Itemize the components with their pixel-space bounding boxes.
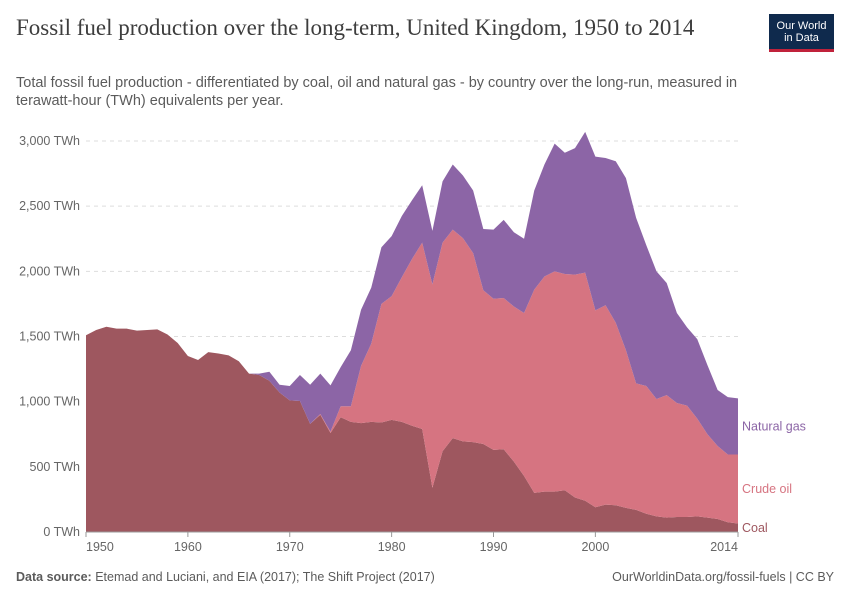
x-tick-label: 1960: [174, 540, 202, 554]
y-tick-label: 1,000 TWh: [19, 395, 80, 409]
footer-link[interactable]: OurWorldinData.org/fossil-fuels | CC BY: [612, 570, 834, 584]
y-tick-label: 500 TWh: [30, 460, 81, 474]
x-tick-label: 1970: [276, 540, 304, 554]
logo-line-1: Our World: [776, 19, 827, 32]
footer-source: Data source: Etemad and Luciani, and EIA…: [16, 570, 435, 584]
y-tick-label: 0 TWh: [43, 525, 80, 539]
source-label: Data source:: [16, 570, 92, 584]
y-tick-label: 2,000 TWh: [19, 264, 80, 278]
y-tick-label: 2,500 TWh: [19, 199, 80, 213]
y-tick-label: 1,500 TWh: [19, 330, 80, 344]
series-label-crude-oil: Crude oil: [742, 482, 792, 496]
x-tick-label: 1990: [480, 540, 508, 554]
series-label-natural-gas: Natural gas: [742, 419, 806, 433]
x-tick-label: 2000: [581, 540, 609, 554]
series-label-coal: Coal: [742, 521, 768, 535]
logo-line-2: in Data: [784, 31, 819, 44]
x-tick-label: 1980: [378, 540, 406, 554]
chart-subtitle: Total fossil fuel production - different…: [16, 75, 738, 109]
chart-title: Fossil fuel production over the long-ter…: [16, 15, 695, 40]
owid-logo[interactable]: Our World in Data: [769, 14, 834, 52]
y-tick-label: 3,000 TWh: [19, 134, 80, 148]
source-text: Etemad and Luciani, and EIA (2017); The …: [95, 570, 435, 584]
area-crude-oil: [86, 229, 738, 524]
area-natural-gas: [86, 131, 738, 455]
area-coal: [86, 326, 738, 532]
x-tick-label: 2014: [710, 540, 738, 554]
x-tick-label: 1950: [86, 540, 114, 554]
